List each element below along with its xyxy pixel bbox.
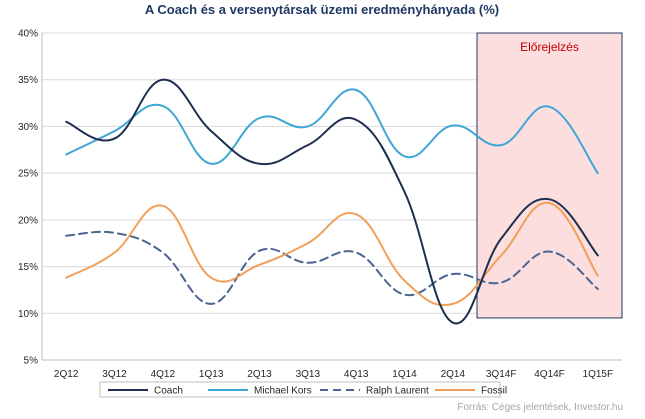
series-lines: [65, 78, 599, 325]
y-tick-label: 40%: [18, 29, 38, 40]
x-tick-label: 1Q13: [199, 369, 224, 380]
series-line-michael-kors: [65, 88, 599, 175]
x-tick-label: 3Q14F: [486, 369, 517, 380]
y-tick-label: 25%: [18, 169, 38, 180]
legend: Coach Michael Kors Ralph Laurent Fossil: [99, 381, 507, 398]
y-axis: 5% 10% 15% 20% 25% 30% 35% 40%: [18, 29, 43, 367]
x-axis: 2Q12 3Q12 4Q12 1Q13 2Q13 3Q13 4Q13 1Q14 2Q14 3Q14…: [54, 369, 613, 380]
series-line-ralph-laurent: [65, 230, 599, 305]
y-tick-label: 15%: [18, 262, 38, 273]
x-tick-label: 2Q13: [247, 369, 272, 380]
y-tick-label: 30%: [18, 122, 38, 133]
y-tick-label: 10%: [18, 309, 38, 320]
x-tick-label: 4Q14F: [534, 369, 565, 380]
x-tick-label: 2Q14: [441, 369, 466, 380]
x-tick-label: 1Q15F: [583, 369, 614, 380]
forecast-box: [476, 32, 623, 319]
legend-label: Fossil: [481, 386, 507, 397]
source-note: Forrás: Céges jelentések, Investor.hu: [457, 402, 623, 413]
x-tick-label: 4Q13: [344, 369, 369, 380]
forecast-label: Előrejelzés: [520, 40, 579, 54]
y-tick-label: 20%: [18, 215, 38, 226]
legend-label: Michael Kors: [254, 386, 312, 397]
x-tick-label: 4Q12: [151, 369, 176, 380]
x-tick-label: 3Q13: [296, 369, 321, 380]
legend-box: [99, 381, 501, 398]
legend-label: Ralph Laurent: [366, 386, 429, 397]
legend-label: Coach: [154, 386, 183, 397]
forecast-region: Előrejelzés: [476, 32, 623, 319]
y-tick-label: 5%: [24, 356, 39, 367]
series-line-coach: [65, 78, 599, 325]
x-tick-label: 1Q14: [392, 369, 417, 380]
y-tick-label: 35%: [18, 75, 38, 86]
series-line-fossil: [65, 201, 599, 307]
chart-title: A Coach és a versenytársak üzemi eredmén…: [145, 2, 499, 17]
x-tick-label: 3Q12: [102, 369, 127, 380]
x-tick-label: 2Q12: [54, 369, 79, 380]
